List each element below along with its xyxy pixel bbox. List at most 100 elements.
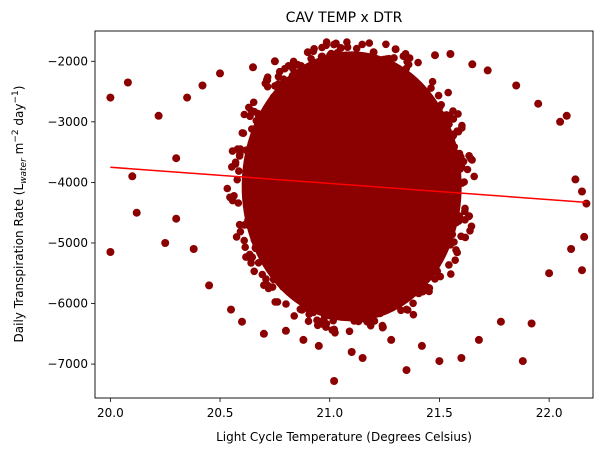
scatter-point — [275, 166, 284, 175]
x-tick-label: 21.5 — [426, 406, 453, 420]
scatter-point — [343, 38, 351, 46]
scatter-point — [286, 228, 294, 236]
scatter-point — [243, 180, 251, 189]
scatter-point — [287, 175, 295, 184]
scatter-point — [302, 128, 311, 137]
scatter-point — [273, 154, 282, 163]
scatter-point — [245, 103, 253, 112]
scatter-point — [106, 93, 115, 102]
scatter-point — [318, 117, 326, 125]
scatter-point — [364, 227, 372, 236]
scatter-point — [290, 312, 299, 320]
scatter-point — [400, 220, 409, 229]
scatter-point — [326, 90, 335, 99]
scatter-point — [304, 160, 313, 169]
scatter-point — [438, 184, 446, 193]
scatter-point — [518, 357, 527, 366]
scatter-point — [340, 104, 349, 112]
scatter-point — [534, 99, 543, 108]
scatter-point — [264, 189, 272, 197]
y-axis-label: Daily Transpiration Rate (Lwater m−2 day… — [11, 86, 29, 343]
scatter-point — [296, 257, 305, 266]
scatter-point — [309, 202, 318, 210]
scatter-point — [251, 142, 259, 151]
scatter-point — [417, 124, 425, 133]
scatter-point — [287, 256, 296, 265]
scatter-point — [231, 158, 240, 167]
scatter-point — [382, 40, 390, 49]
scatter-point — [330, 325, 339, 334]
scatter-point — [402, 366, 411, 375]
scatter-point — [582, 199, 591, 208]
scatter-point — [330, 98, 339, 107]
x-tick-label: 22.0 — [536, 406, 563, 420]
scatter-point — [270, 57, 279, 66]
scatter-point — [305, 259, 313, 268]
scatter-point — [269, 170, 277, 179]
scatter-point — [403, 130, 412, 138]
scatter-point — [285, 272, 293, 281]
y-tick-label: −2000 — [47, 54, 88, 68]
scatter-point — [363, 156, 372, 165]
scatter-point — [253, 195, 261, 203]
scatter-point — [328, 148, 336, 157]
scatter-point — [424, 207, 433, 216]
scatter-point — [303, 48, 312, 57]
scatter-point — [408, 258, 416, 266]
scatter-point — [321, 97, 330, 105]
scatter-point — [287, 121, 296, 130]
scatter-point — [349, 103, 358, 111]
scatter-point — [445, 111, 454, 120]
scatter-point — [427, 108, 435, 117]
scatter-point — [461, 216, 469, 224]
scatter-point — [359, 268, 368, 277]
chart-title: CAV TEMP x DTR — [286, 10, 403, 26]
scatter-point — [436, 272, 445, 281]
scatter-point — [269, 93, 278, 101]
scatter-point — [350, 225, 359, 234]
scatter-point — [288, 237, 296, 246]
scatter-point — [380, 296, 389, 305]
scatter-point — [406, 270, 415, 278]
scatter-point — [370, 178, 378, 187]
scatter-point — [301, 242, 309, 250]
scatter-point — [415, 256, 424, 265]
scatter-point — [348, 86, 356, 95]
y-tick-label: −3000 — [47, 115, 88, 129]
scatter-point — [303, 293, 312, 301]
scatter-point — [357, 197, 366, 206]
scatter-point — [269, 275, 278, 284]
scatter-point — [259, 329, 268, 338]
scatter-point — [406, 166, 415, 175]
scatter-point — [285, 159, 294, 167]
scatter-point — [345, 115, 354, 123]
scatter-point — [249, 63, 257, 72]
scatter-point — [332, 156, 341, 165]
scatter-point — [284, 92, 293, 101]
scatter-point — [392, 74, 400, 83]
scatter-point — [282, 300, 290, 308]
scatter-point — [369, 48, 378, 57]
scatter-point — [431, 246, 440, 255]
scatter-point — [245, 221, 253, 230]
scatter-point — [562, 111, 571, 120]
scatter-point — [379, 278, 388, 286]
scatter-point — [358, 40, 367, 49]
scatter-point — [424, 94, 432, 102]
scatter-point — [409, 149, 418, 157]
scatter-point — [318, 52, 327, 61]
scatter-point — [307, 91, 315, 100]
scatter-point — [365, 192, 374, 201]
scatter-point — [352, 154, 361, 163]
scatter-point — [332, 83, 340, 91]
scatter-point — [362, 202, 370, 211]
scatter-point — [263, 179, 271, 187]
scatter-point — [444, 197, 453, 206]
scatter-point — [251, 243, 260, 252]
scatter-point — [189, 245, 198, 253]
scatter-point — [349, 166, 357, 174]
scatter-point — [258, 114, 267, 123]
scatter-point — [386, 207, 394, 215]
